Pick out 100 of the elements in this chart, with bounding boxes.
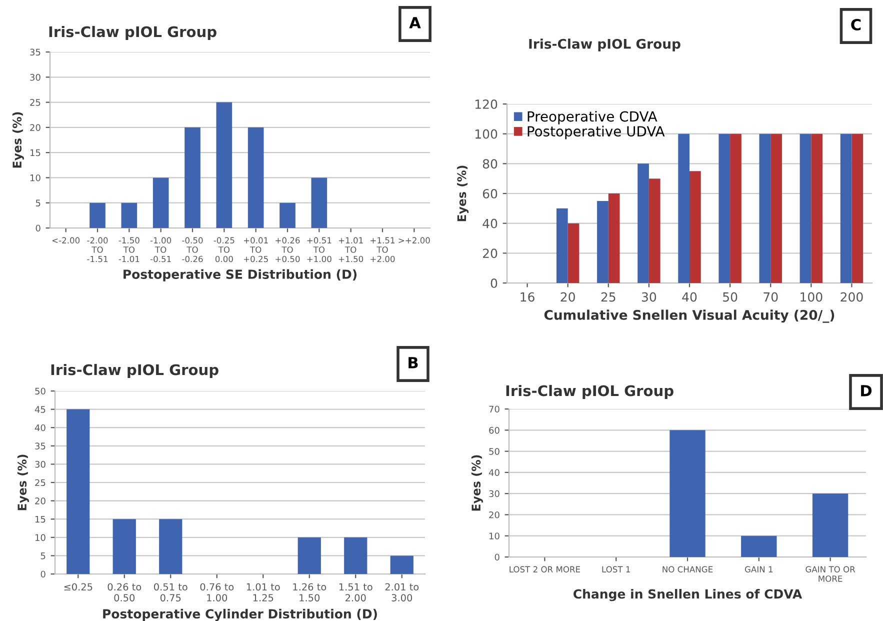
chart-title: Iris-Claw pIOL Group xyxy=(51,364,218,378)
bar xyxy=(852,134,864,283)
x-tick-label: 1.26 to 1.50 xyxy=(293,583,326,602)
y-tick-label: 0 xyxy=(36,224,40,232)
bar xyxy=(112,519,136,574)
x-tick-label: 16 xyxy=(520,292,534,302)
bar xyxy=(344,537,368,574)
x-axis-title: Postoperative Cylinder Distribution (D) xyxy=(103,608,377,621)
y-tick-label: 35 xyxy=(30,48,40,56)
y-tick-label: 15 xyxy=(35,516,46,523)
bar xyxy=(678,134,690,283)
x-tick-label: GAIN TO OR MORE xyxy=(806,566,856,582)
x-axis-title: Cumulative Snellen Visual Acuity (20/_) xyxy=(544,310,834,323)
x-tick-label: -2.00 TO -1.51 xyxy=(87,237,108,262)
bar xyxy=(759,134,771,283)
x-tick-label: >+2.00 xyxy=(398,237,430,244)
y-tick-label: 30 xyxy=(489,490,500,498)
bar xyxy=(730,134,742,283)
x-tick-label: 2.01 to 3.00 xyxy=(385,583,419,602)
bar xyxy=(690,171,701,283)
bar xyxy=(811,134,823,283)
y-tick-label: 10 xyxy=(489,532,500,540)
y-tick-label: 15 xyxy=(30,149,40,156)
bar xyxy=(121,202,138,228)
bar xyxy=(298,537,321,574)
x-tick-label: 100 xyxy=(800,292,822,302)
y-tick-label: 40 xyxy=(34,424,46,432)
x-tick-label: GAIN 1 xyxy=(744,566,773,572)
y-tick-label: 0 xyxy=(490,278,498,288)
chart-title: Iris-Claw pIOL Group xyxy=(529,38,680,52)
x-tick-label: +0.01 TO +0.25 xyxy=(244,237,268,262)
x-axis-title: Change in Snellen Lines of CDVA xyxy=(574,588,802,602)
x-tick-label: 0.26 to 0.50 xyxy=(108,583,142,602)
bar xyxy=(718,134,730,283)
bar xyxy=(741,536,777,557)
y-tick-label: 120 xyxy=(475,99,498,109)
bar xyxy=(770,134,782,283)
chart-title: Iris-Claw pIOL Group xyxy=(49,26,216,40)
x-tick-label: -1.00 TO -0.51 xyxy=(150,237,172,262)
text: D xyxy=(861,385,872,396)
bar xyxy=(670,430,706,557)
bar xyxy=(608,194,620,283)
y-tick-label: 0 xyxy=(40,570,46,578)
x-tick-label: 1.01 to 1.25 xyxy=(246,583,280,602)
y-axis-title: Eyes (%) xyxy=(471,455,483,511)
bar xyxy=(280,202,296,228)
x-tick-label: 20 xyxy=(560,292,575,302)
x-tick-label: <-2.00 xyxy=(52,237,80,244)
x-tick-label: LOST 1 xyxy=(602,566,630,572)
y-tick-label: 40 xyxy=(482,218,498,228)
y-tick-label: 35 xyxy=(35,442,46,450)
text: B xyxy=(408,357,418,368)
x-tick-label: LOST 2 OR MORE xyxy=(510,566,580,572)
legend-label: Postoperative UDVA xyxy=(528,126,665,140)
bar xyxy=(648,178,660,283)
bar xyxy=(800,134,812,283)
y-tick-label: 10 xyxy=(35,534,46,541)
x-tick-label: NO CHANGE xyxy=(662,566,713,572)
y-tick-label: 20 xyxy=(30,124,40,131)
bar xyxy=(90,202,106,228)
y-tick-label: 5 xyxy=(36,200,40,206)
bar xyxy=(638,164,649,283)
x-tick-label: -0.50 TO -0.26 xyxy=(182,237,203,262)
bar xyxy=(812,494,848,557)
x-tick-label: 70 xyxy=(764,292,778,302)
x-axis-title: Postoperative SE Distribution (D) xyxy=(124,269,357,282)
y-tick-label: 20 xyxy=(489,511,500,518)
bar xyxy=(159,519,182,574)
y-tick-label: 5 xyxy=(40,552,46,560)
y-tick-label: 25 xyxy=(30,99,40,106)
x-tick-label: 200 xyxy=(840,292,863,302)
y-tick-label: 0 xyxy=(494,554,500,561)
y-tick-label: 50 xyxy=(35,388,46,395)
y-tick-label: 30 xyxy=(35,460,46,468)
x-tick-label: -0.25 TO 0.00 xyxy=(214,237,234,262)
y-tick-label: 50 xyxy=(489,448,500,455)
x-tick-label: +1.01 TO +1.50 xyxy=(338,237,364,262)
y-tick-label: 80 xyxy=(482,159,498,169)
x-tick-label: 0.51 to 0.75 xyxy=(154,583,188,602)
y-tick-label: 60 xyxy=(489,426,500,434)
bar xyxy=(184,127,200,228)
y-tick-label: 20 xyxy=(35,498,46,504)
bar xyxy=(840,134,852,283)
x-tick-label: 1.51 to 2.00 xyxy=(339,583,372,602)
x-tick-label: +0.26 TO +0.50 xyxy=(276,237,300,262)
legend-label: Preoperative CDVA xyxy=(528,110,658,124)
x-tick-label: 40 xyxy=(682,292,697,302)
x-tick-label: +0.51 TO +1.00 xyxy=(307,237,332,262)
text: A xyxy=(409,17,421,28)
y-tick-label: 40 xyxy=(488,469,500,476)
y-tick-label: 100 xyxy=(475,129,498,139)
bar xyxy=(152,178,169,228)
bar xyxy=(66,409,90,574)
y-tick-label: 25 xyxy=(35,479,46,486)
x-tick-label: 25 xyxy=(601,292,616,302)
y-tick-label: 30 xyxy=(30,74,40,81)
text: C xyxy=(851,18,861,30)
y-axis-title: Eyes (%) xyxy=(457,166,469,222)
y-tick-label: 60 xyxy=(482,188,498,198)
bar xyxy=(311,178,328,228)
